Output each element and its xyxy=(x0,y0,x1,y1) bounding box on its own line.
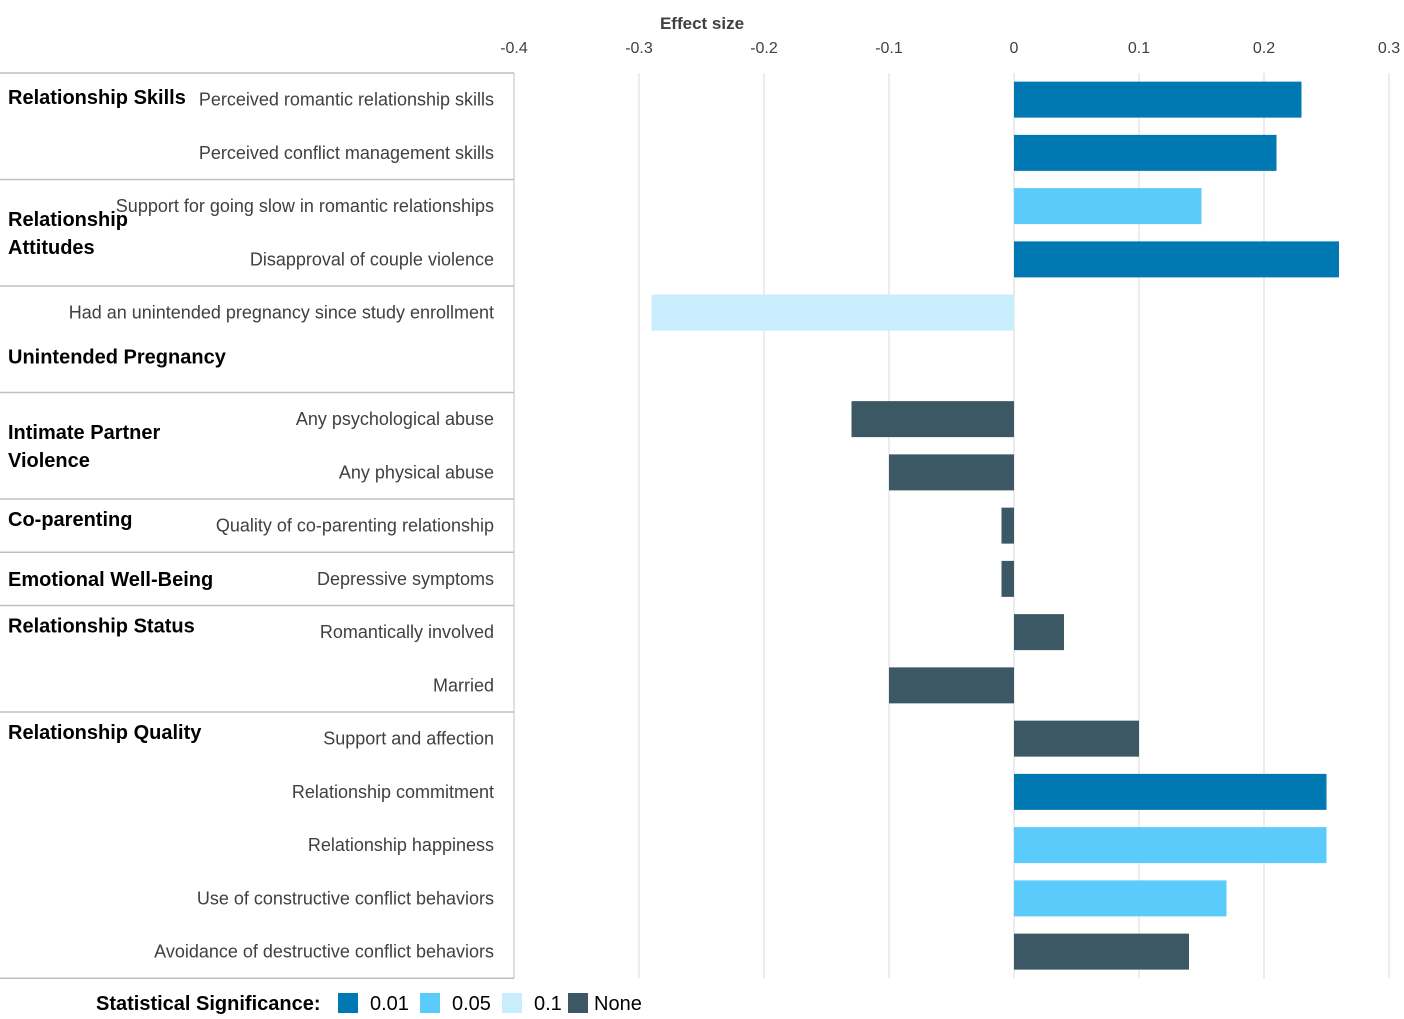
category-label: Relationship happiness xyxy=(308,835,494,855)
bar xyxy=(1014,933,1189,970)
group-label: Relationship Status xyxy=(8,616,195,638)
x-axis-ticks: -0.4 -0.3 -0.2 -0.1 0 0.1 0.2 0.3 xyxy=(500,40,1400,57)
category-label: Had an unintended pregnancy since study … xyxy=(69,303,494,323)
category-label: Any psychological abuse xyxy=(296,409,494,429)
legend-label: 0.1 xyxy=(534,993,562,1015)
legend-title: Statistical Significance: xyxy=(96,993,321,1015)
category-labels: Relationship Skills Perceived romantic re… xyxy=(0,72,515,979)
x-tick-label: 0.1 xyxy=(1128,40,1150,57)
legend-label: 0.01 xyxy=(370,993,409,1015)
legend-label: 0.05 xyxy=(452,993,491,1015)
legend-swatch xyxy=(568,993,588,1013)
group-label: Intimate Partner Violence xyxy=(8,422,160,472)
bar xyxy=(1014,188,1202,225)
legend: Statistical Significance: 0.01 0.05 0.1 None xyxy=(96,993,642,1015)
x-tick-label: 0.3 xyxy=(1378,40,1400,57)
x-tick-label: -0.2 xyxy=(750,40,778,57)
bar xyxy=(1014,81,1302,118)
category-label: Quality of co-parenting relationship xyxy=(216,516,494,536)
bar xyxy=(1014,241,1339,278)
category-label: Avoidance of destructive conflict behavi… xyxy=(154,942,494,962)
category-label: Perceived romantic relationship skills xyxy=(199,90,494,110)
category-label: Support for going slow in romantic relat… xyxy=(116,196,494,216)
group-label: Relationship Quality xyxy=(8,722,202,744)
bar xyxy=(1001,560,1014,597)
category-label: Married xyxy=(433,675,494,695)
category-label: Perceived conflict management skills xyxy=(199,143,494,163)
group-label: Relationship Attitudes xyxy=(8,209,128,259)
category-label: Use of constructive conflict behaviors xyxy=(197,888,494,908)
x-tick-label: 0 xyxy=(1010,40,1019,57)
bar xyxy=(1014,827,1327,864)
axis-title: Effect size xyxy=(660,14,744,33)
bars xyxy=(651,81,1339,970)
group-label: Relationship Skills xyxy=(8,87,186,109)
group-label: Co-parenting xyxy=(8,509,132,531)
bar xyxy=(651,294,1014,331)
bar xyxy=(1014,614,1064,651)
bar xyxy=(851,401,1014,438)
x-tick-label: -0.4 xyxy=(500,40,528,57)
bar xyxy=(1014,720,1139,757)
x-tick-label: 0.2 xyxy=(1253,40,1275,57)
bar xyxy=(1001,507,1014,544)
category-label: Romantically involved xyxy=(320,622,494,642)
group-label: Unintended Pregnancy xyxy=(8,346,227,368)
category-label: Any physical abuse xyxy=(339,462,494,482)
legend-swatch xyxy=(502,993,522,1013)
x-tick-label: -0.1 xyxy=(875,40,903,57)
category-label: Disapproval of couple violence xyxy=(250,249,494,269)
bar xyxy=(1014,134,1277,171)
group-label: Emotional Well-Being xyxy=(8,569,213,591)
category-label: Support and affection xyxy=(323,729,494,749)
category-label: Relationship commitment xyxy=(292,782,494,802)
legend-swatch xyxy=(420,993,440,1013)
bar xyxy=(889,454,1014,491)
x-tick-label: -0.3 xyxy=(625,40,653,57)
bar xyxy=(1014,773,1327,810)
bar xyxy=(889,667,1014,704)
legend-label: None xyxy=(594,993,642,1015)
legend-swatch xyxy=(338,993,358,1013)
bar xyxy=(1014,880,1227,917)
category-label: Depressive symptoms xyxy=(317,569,494,589)
